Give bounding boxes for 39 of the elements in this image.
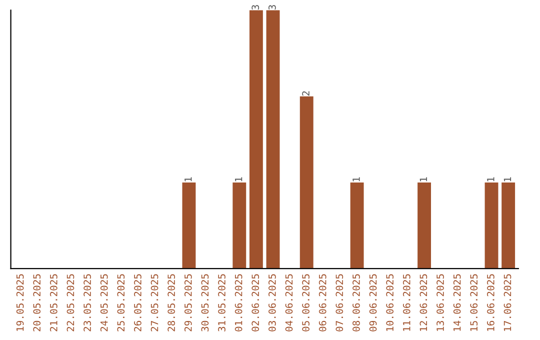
x-tick-label: 09.06.2025 bbox=[369, 274, 377, 332]
x-tick-label: 29.05.2025 bbox=[184, 274, 192, 332]
x-tick-label: 22.05.2025 bbox=[66, 274, 74, 332]
x-tick-label: 21.05.2025 bbox=[50, 274, 58, 332]
x-tick-label: 08.06.2025 bbox=[352, 274, 360, 332]
x-tick-label: 26.05.2025 bbox=[134, 274, 142, 332]
x-tick-label: 10.06.2025 bbox=[386, 274, 394, 331]
data-label: 1 bbox=[487, 177, 494, 182]
x-tick-label: 15.06.2025 bbox=[470, 274, 478, 331]
x-tick-label: 05.06.2025 bbox=[302, 274, 310, 332]
x-tick-label: 31.05.2025 bbox=[218, 274, 226, 332]
x-tick-label: 16.06.2025 bbox=[487, 274, 494, 331]
x-tick-label: 14.06.2025 bbox=[453, 274, 461, 331]
data-label: 2 bbox=[302, 91, 310, 96]
data-label: 3 bbox=[252, 5, 260, 10]
data-label: 1 bbox=[504, 177, 512, 182]
x-tick-label: 12.06.2025 bbox=[420, 274, 428, 331]
x-tick-label: 01.06.2025 bbox=[234, 274, 242, 332]
x-tick-label: 03.06.2025 bbox=[268, 274, 276, 332]
x-tick-label: 28.05.2025 bbox=[168, 274, 176, 332]
x-tick-label: 27.05.2025 bbox=[150, 274, 158, 332]
x-tick-label: 19.05.2025 bbox=[16, 274, 24, 331]
data-label: 1 bbox=[352, 177, 360, 182]
x-tick-label: 13.06.2025 bbox=[436, 274, 444, 331]
x-tick-label: 04.06.2025 bbox=[285, 274, 293, 332]
x-tick-label: 30.05.2025 bbox=[201, 274, 209, 332]
x-tick-label: 11.06.2025 bbox=[402, 274, 410, 331]
x-tick-label: 20.05.2025 bbox=[33, 274, 41, 332]
data-label: 1 bbox=[184, 177, 192, 182]
x-tick-label: 06.06.2025 bbox=[318, 274, 326, 332]
x-tick-label: 02.06.2025 bbox=[252, 274, 260, 332]
x-tick-label: 25.05.2025 bbox=[117, 274, 125, 332]
x-tick-label: 07.06.2025 bbox=[336, 274, 344, 332]
x-tick-label: 23.05.2025 bbox=[84, 274, 91, 332]
data-label: 3 bbox=[268, 5, 276, 10]
x-tick-label: 17.06.2025 bbox=[504, 274, 512, 331]
data-label: 1 bbox=[420, 177, 427, 182]
x-tick-label: 24.05.2025 bbox=[100, 274, 108, 332]
data-label: 1 bbox=[235, 177, 242, 182]
